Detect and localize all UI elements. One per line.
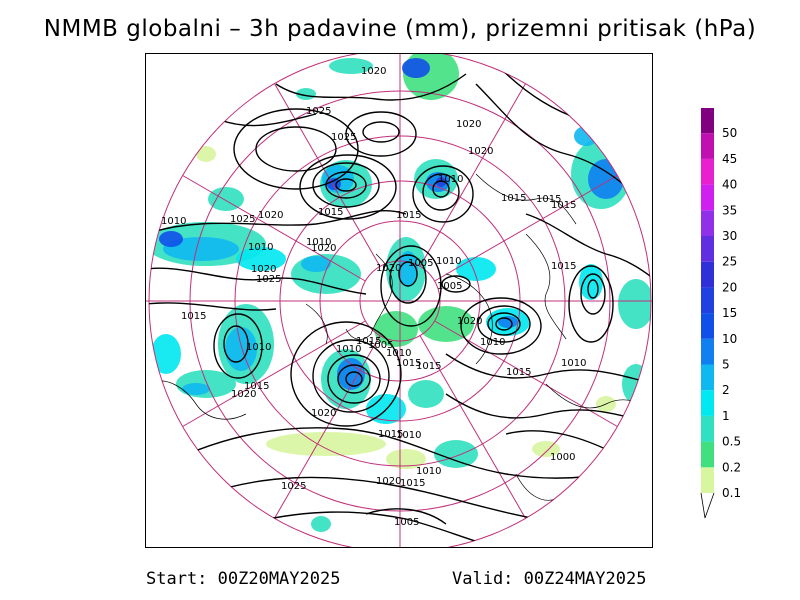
meridian-line: [419, 83, 526, 267]
isobar-label: 1015: [244, 381, 269, 392]
colorbar-swatch: [701, 313, 714, 339]
isobar-label: 1015: [551, 200, 576, 211]
isobar-label: 1020: [251, 264, 276, 275]
isobar-label: 1015: [400, 478, 425, 489]
isobar-label: 1010: [416, 466, 441, 477]
colorbar-swatch: [701, 390, 714, 416]
isobar-label: 1020: [231, 389, 256, 400]
graticule: [146, 54, 652, 547]
isobar-label: 1020: [376, 476, 401, 487]
meridian-line: [182, 320, 366, 427]
isobar-label: 1025: [331, 132, 356, 143]
polar-map: 1020 1025 1025 1020 1020 1010 1010 1015 1015 1010…: [145, 53, 653, 548]
forecast-start-time: Start: 00Z20MAY2025: [146, 569, 341, 589]
colorbar-swatch: [701, 441, 714, 468]
colorbar-swatch: [701, 338, 714, 365]
isobar-label: 1020: [258, 210, 283, 221]
colorbar-swatch: [701, 415, 714, 442]
isobar-label: 1025: [281, 481, 306, 492]
colorbar-label: 15: [722, 306, 737, 320]
isobar-label: 1015: [551, 261, 576, 272]
meridian-line: [419, 335, 526, 519]
colorbar-label: 2: [722, 383, 730, 397]
colorbar-swatch: [701, 184, 714, 211]
colorbar-label: 0.5: [722, 435, 741, 449]
map-title: NMMB globalni – 3h padavine (mm), prizem…: [43, 16, 757, 42]
colorbar-label: 5: [722, 358, 730, 372]
meridian-line: [274, 335, 381, 519]
map-canvas: 1020102510251020102010101010101510151010…: [146, 54, 652, 547]
isobar-label: 1010: [561, 358, 586, 369]
isobar-label: 1015: [318, 207, 343, 218]
isobar-label: 1005: [368, 340, 393, 351]
isobar-label: 1010: [248, 242, 273, 253]
colorbar-label: 30: [722, 229, 737, 243]
colorbar-swatch: [701, 467, 714, 493]
isobar-label: 1020: [468, 146, 493, 157]
isobar-label: 1015: [506, 367, 531, 378]
isobar-label: 1010: [480, 337, 505, 348]
isobar-label: 1020: [376, 263, 401, 274]
isobar-label: 1015: [181, 311, 206, 322]
isobar-label: 1015: [536, 194, 561, 205]
colorbar-swatch: [701, 133, 714, 159]
colorbar-min-arrow: [700, 492, 715, 519]
isobar-label: 1010: [396, 430, 421, 441]
colorbar-label: 1: [722, 409, 730, 423]
colorbar-label: 0.1: [722, 486, 741, 500]
colorbar-swatch: [701, 108, 714, 134]
colorbar-swatch: [701, 158, 714, 185]
isobar-label: 1015: [378, 429, 403, 440]
isobar-label: 1020: [361, 66, 386, 77]
forecast-valid-time: Valid: 00Z24MAY2025: [452, 569, 647, 589]
isobar-label: 1015: [416, 361, 441, 372]
isobar-label: 1005: [394, 517, 419, 528]
isobar-label: 1025: [256, 274, 281, 285]
isobar-label: 1015: [396, 210, 421, 221]
colorbar-label: 20: [722, 280, 737, 294]
isobar-label: 1020: [457, 316, 482, 327]
colorbar-swatch: [701, 364, 714, 391]
isobar-label: 1010: [386, 348, 411, 359]
isobar-label: 1010: [161, 216, 186, 227]
isobar-label: 1005: [437, 281, 462, 292]
colorbar-label: 0.2: [722, 460, 741, 474]
colorbar-label: 40: [722, 178, 737, 192]
meridian-line: [274, 83, 381, 267]
isobar-label: 1010: [436, 256, 461, 267]
meridian-line: [434, 175, 618, 282]
colorbar-label: 25: [722, 255, 737, 269]
isobar-label: 1000: [550, 452, 575, 463]
colorbar-label: 10: [722, 332, 737, 346]
colorbar-swatch: [701, 210, 714, 236]
colorbar-swatch: [701, 261, 714, 288]
meridian-line: [182, 175, 366, 282]
isobar-label: 1015: [356, 336, 381, 347]
isobar-label: 1010: [306, 237, 331, 248]
colorbar-label: 50: [722, 126, 737, 140]
isobar-label: 1010: [336, 344, 361, 355]
colorbar-swatch: [701, 287, 714, 314]
isobar-label: 1025: [230, 214, 255, 225]
isobar-label: 1010: [246, 342, 271, 353]
colorbar-swatch: [701, 236, 714, 262]
isobar-label: 1020: [456, 119, 481, 130]
isobar-label: 1020: [311, 243, 336, 254]
colorbar-label: 45: [722, 152, 737, 166]
isobar-label: 1015: [501, 193, 526, 204]
isobar-label: 1025: [306, 106, 331, 117]
isobar-label: 1010: [438, 174, 463, 185]
colorbar-swatches: [700, 108, 715, 519]
isobar-labels: 1020102510251020102010101010101510151010…: [161, 66, 586, 528]
isobar-label: 1005: [408, 258, 433, 269]
isobar-label: 1020: [311, 408, 336, 419]
isobar-label: 1015: [396, 358, 421, 369]
colorbar-label: 35: [722, 203, 737, 217]
